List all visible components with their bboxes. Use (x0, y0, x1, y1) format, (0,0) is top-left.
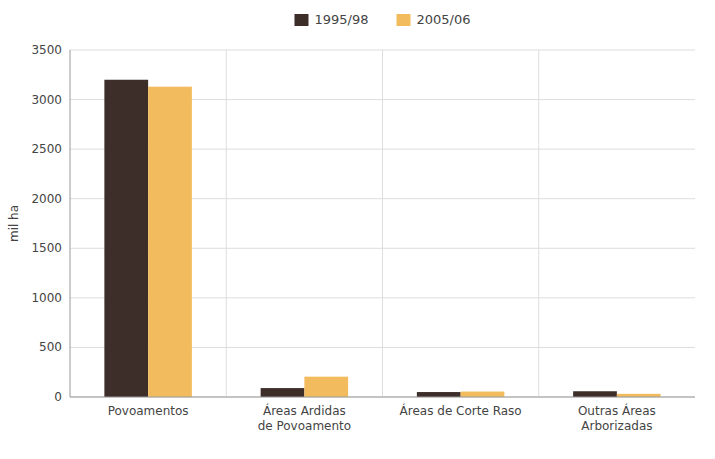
x-tick-label-line: Outras Áreas (578, 403, 656, 418)
group-separator (538, 50, 539, 397)
x-tick-label-line: Arborizadas (581, 419, 652, 433)
chart: 0 500 1000 1500 2000 2500 3000 3500 Povoamentos Á… (0, 0, 715, 459)
y-grid (70, 50, 695, 397)
y-tick-label: 1000 (31, 291, 62, 305)
bar (417, 392, 461, 397)
bar (461, 392, 505, 397)
chart-container: 0 500 1000 1500 2000 2500 3000 3500 Povoamentos Á… (0, 0, 715, 459)
group-separator (382, 50, 383, 397)
y-tick-label: 2000 (31, 192, 62, 206)
x-tick-label: Outras ÁreasArborizadas (578, 403, 656, 433)
y-axis-label: mil ha (7, 205, 21, 242)
bar (104, 80, 148, 397)
y-axis-line (70, 50, 71, 397)
grid-line (70, 397, 695, 398)
x-tick-label-line: Áreas Ardidas (263, 403, 346, 418)
y-tick-label: 2500 (31, 142, 62, 156)
legend-item: 2005/06 (397, 12, 471, 27)
bar (304, 377, 348, 397)
y-tick-label: 1500 (31, 241, 62, 255)
legend: 1995/98 2005/06 (294, 12, 470, 27)
legend-label: 2005/06 (417, 12, 471, 27)
legend-item: 1995/98 (294, 12, 368, 27)
x-axis-line (70, 397, 695, 398)
x-tick-label-line: Povoamentos (108, 404, 189, 418)
legend-swatch (397, 14, 411, 26)
x-tick-label: Povoamentos (108, 404, 189, 418)
bar (573, 391, 617, 397)
x-tick-label: Áreas Ardidasde Povoamento (258, 403, 352, 433)
bar (261, 388, 305, 397)
bars (104, 80, 660, 397)
y-tick-label: 3500 (31, 43, 62, 57)
x-tick-label-line: Áreas de Corte Raso (400, 403, 522, 418)
bar (148, 87, 192, 397)
legend-label: 1995/98 (314, 12, 368, 27)
y-tick-label: 500 (39, 340, 62, 354)
x-tick-label-line: de Povoamento (258, 419, 352, 433)
legend-swatch (294, 14, 308, 26)
group-separator (226, 50, 227, 397)
x-tick-label: Áreas de Corte Raso (400, 403, 522, 418)
y-tick-label: 3000 (31, 93, 62, 107)
y-tick-label: 0 (54, 390, 62, 404)
